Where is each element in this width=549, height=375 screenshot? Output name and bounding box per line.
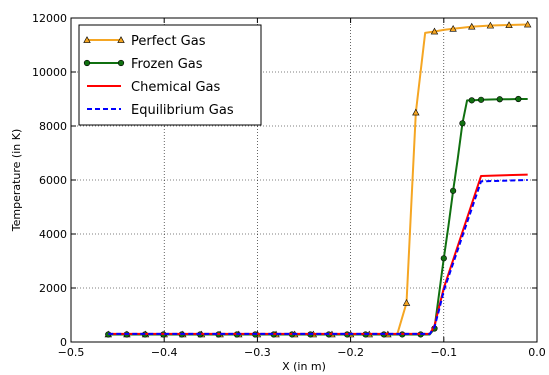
x-tick-label: −0.1 — [430, 346, 457, 359]
data-point — [440, 255, 447, 262]
y-tick-label: 4000 — [39, 228, 67, 241]
y-tick-label: 6000 — [39, 174, 67, 187]
data-point — [523, 20, 532, 28]
data-point — [477, 96, 485, 103]
legend-entry: Equilibrium Gas — [87, 103, 234, 118]
data-point — [505, 21, 513, 28]
data-point — [468, 97, 475, 104]
data-point — [450, 187, 457, 194]
data-point — [486, 21, 495, 29]
data-point — [468, 22, 476, 30]
x-tick-label: −0.4 — [151, 346, 178, 359]
y-tick-label: 12000 — [32, 12, 67, 25]
data-point — [83, 36, 91, 43]
x-tick-label: 0.0 — [528, 346, 546, 359]
legend-label: Perfect Gas — [131, 34, 206, 49]
data-point — [412, 108, 420, 116]
x-tick-label: −0.5 — [58, 346, 85, 359]
data-point — [402, 299, 411, 306]
legend-box — [78, 24, 262, 126]
legend-entry: Perfect Gas — [83, 34, 206, 49]
legend-label: Equilibrium Gas — [131, 103, 234, 118]
y-tick-label: 0 — [60, 336, 67, 349]
y-tick-label: 8000 — [39, 120, 67, 133]
data-point — [117, 36, 125, 43]
legend: Perfect Gas Frozen Gas Chemical Gas Equilib… — [78, 24, 262, 126]
data-point — [449, 24, 457, 32]
legend-entry: Frozen Gas — [83, 57, 203, 72]
series-line — [108, 179, 528, 335]
x-tick-label: −0.3 — [244, 346, 271, 359]
x-axis-label: X (in m) — [282, 360, 326, 373]
y-axis-label: Temperature (in K) — [10, 129, 23, 233]
legend-label: Chemical Gas — [131, 80, 220, 95]
x-tick-label: −0.2 — [337, 346, 364, 359]
series-area — [104, 20, 532, 338]
data-point — [459, 120, 466, 127]
data-point — [117, 59, 125, 67]
data-point — [515, 95, 522, 103]
data-point — [496, 96, 503, 103]
y-tick-label: 10000 — [32, 66, 67, 79]
legend-label: Frozen Gas — [131, 57, 203, 72]
axis-ticks: −0.5 −0.4 −0.3 −0.2 −0.1 0.0 0 2000 4000 6000 8000… — [32, 12, 546, 359]
series-equilibrium-gas — [108, 179, 528, 335]
legend-entry: Chemical Gas — [87, 80, 220, 95]
data-point — [83, 59, 91, 67]
data-point — [430, 27, 439, 35]
y-tick-label: 2000 — [39, 282, 67, 295]
